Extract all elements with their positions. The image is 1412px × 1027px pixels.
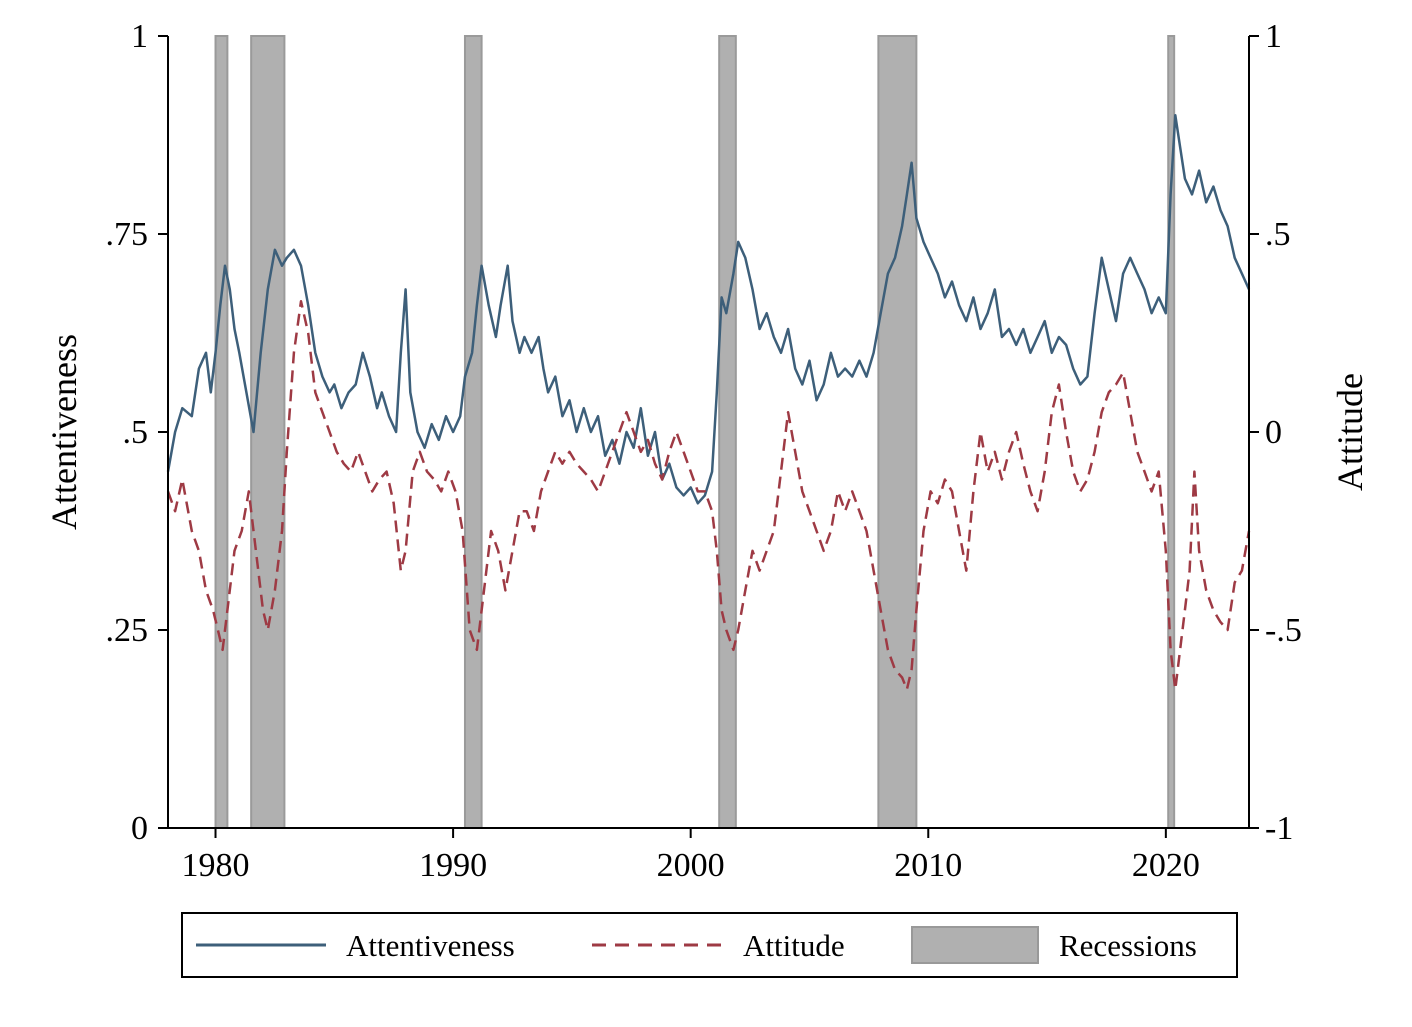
- series-layer: [166, 113, 1251, 691]
- left-axis-title: Attentiveness: [44, 334, 84, 530]
- y-right-tick-label: .5: [1265, 216, 1291, 253]
- legend-label-recessions: Recessions: [1059, 928, 1197, 963]
- y-left-tick-label: 1: [131, 18, 148, 55]
- y-left-tick-label: .5: [123, 414, 149, 451]
- legend-swatch-recessions: [911, 926, 1039, 964]
- y-right-tick-label: 0: [1265, 414, 1282, 451]
- recession-band: [214, 35, 229, 829]
- legend-label-attitude: Attitude: [743, 928, 845, 963]
- recession-band: [463, 35, 483, 829]
- x-tick-label: 2000: [657, 847, 725, 884]
- y-left-tick-label: 0: [131, 810, 148, 847]
- y-right-tick-label: 1: [1265, 18, 1282, 55]
- right-axis-title: Attitude: [1330, 373, 1370, 491]
- series-line-attitude: [166, 300, 1251, 691]
- y-right-tick-label: -.5: [1265, 612, 1302, 649]
- y-right-tick-label: -1: [1265, 810, 1293, 847]
- x-tick-label: 2010: [894, 847, 962, 884]
- y-left-tick-label: .75: [106, 216, 149, 253]
- recession-band: [250, 35, 286, 829]
- x-tick-label: 2020: [1132, 847, 1200, 884]
- x-tick-label: 1980: [182, 847, 250, 884]
- x-tick-label: 1990: [419, 847, 487, 884]
- legend: Attentiveness Attitude Recessions: [181, 912, 1238, 978]
- series-line-attentiveness: [166, 113, 1251, 505]
- y-left-tick-label: .25: [106, 612, 149, 649]
- legend-label-attentiveness: Attentiveness: [346, 928, 515, 963]
- ticks-layer: 1980 1990 2000 2010 2020 0 .25 .5 .75 1 -1 -.5 0 .5 1: [106, 18, 1302, 884]
- recession-band: [877, 35, 918, 829]
- recession-band: [718, 35, 737, 829]
- recession-layer: [214, 35, 1176, 829]
